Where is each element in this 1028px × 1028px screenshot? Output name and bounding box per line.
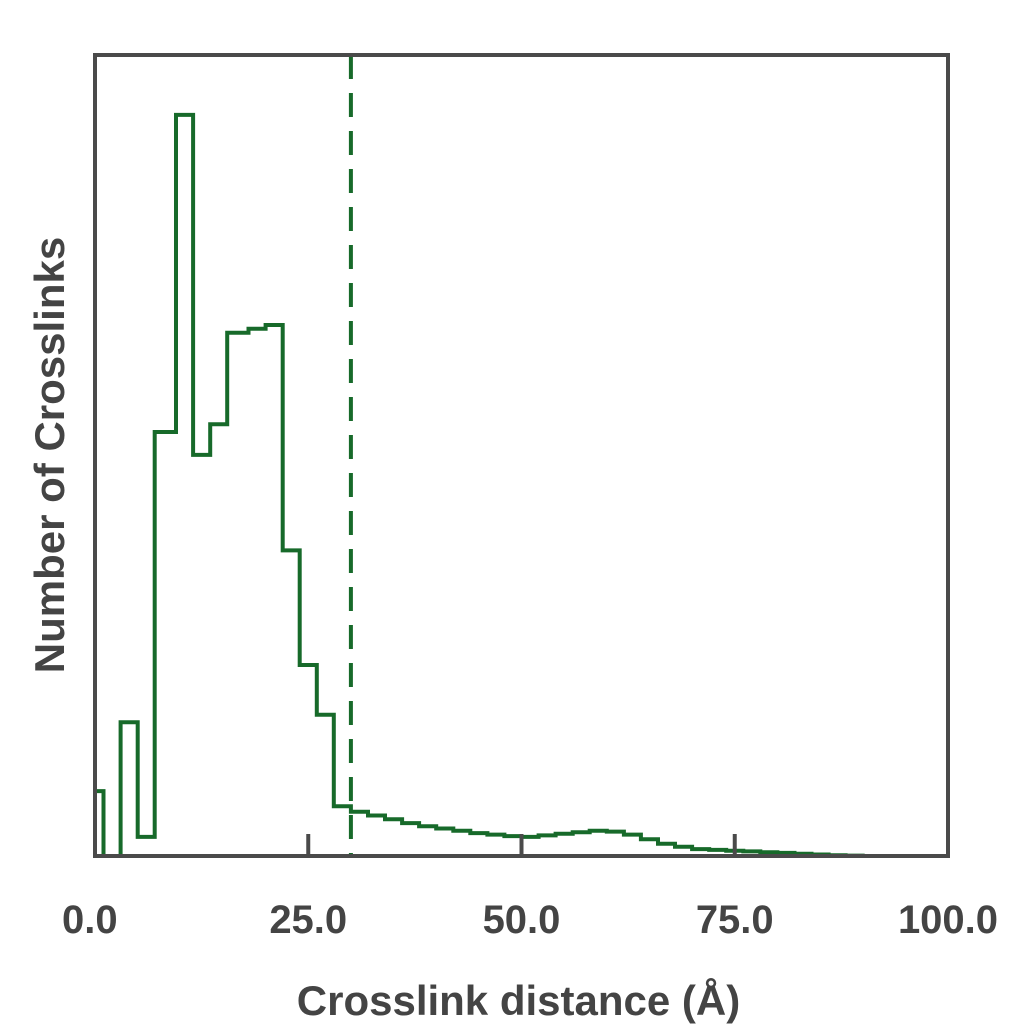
plot-frame xyxy=(93,53,950,858)
x-tick-label: 100.0 xyxy=(898,898,998,942)
histogram-step-line xyxy=(95,112,948,858)
x-tick-label: 25.0 xyxy=(269,898,347,942)
x-tick-labels: 0.0 25.0 50.0 75.0 100.0 xyxy=(62,898,998,942)
x-tick-label: 0.0 xyxy=(62,898,118,942)
x-axis-label: Crosslink distance (Å) xyxy=(297,977,740,1024)
y-axis-label: Number of Crosslinks xyxy=(26,237,73,673)
x-tick-label: 50.0 xyxy=(483,898,561,942)
x-tick-label: 75.0 xyxy=(696,898,774,942)
plot-area xyxy=(95,55,948,858)
